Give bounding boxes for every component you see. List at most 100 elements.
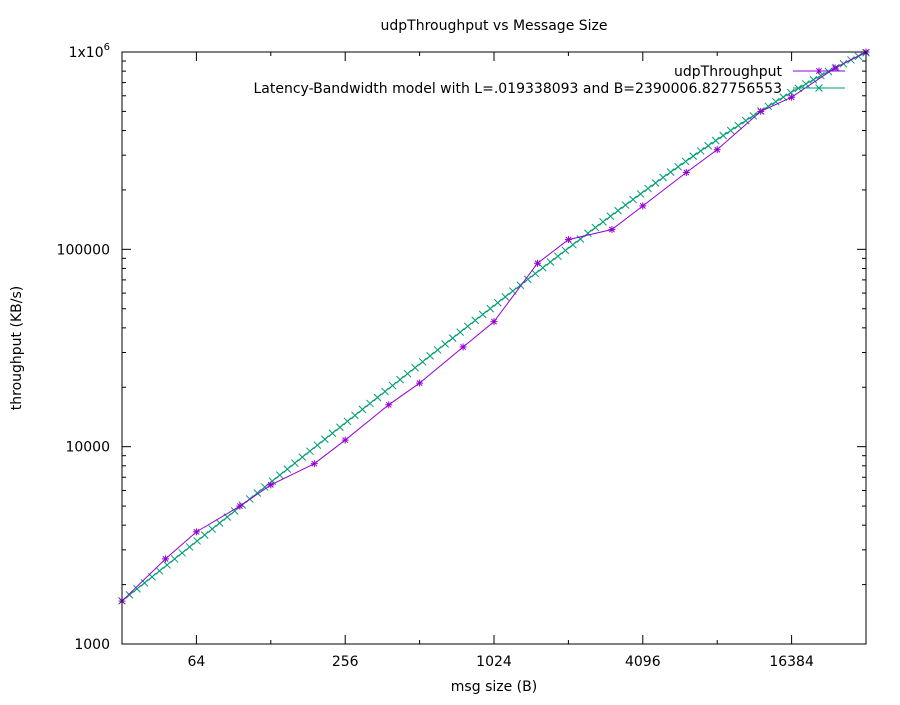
data-point: [125, 591, 134, 599]
data-point: [501, 293, 510, 301]
data-point: [704, 141, 713, 150]
data-point: [381, 387, 389, 396]
data-point: [230, 507, 239, 515]
data-point: [155, 567, 164, 575]
data-point: [636, 190, 645, 198]
data-point: [306, 447, 314, 456]
data-point: [771, 97, 780, 106]
data-point: [639, 202, 647, 210]
data-point: [564, 236, 572, 244]
data-point: [538, 263, 547, 272]
data-point: [283, 465, 292, 473]
data-point: [313, 441, 322, 450]
data-point: [321, 435, 329, 444]
data-point: [290, 459, 299, 467]
data-point: [711, 136, 720, 145]
axis-ticks: 64 256 1024 4096 16384 1000 10000 100000 1x106: [57, 42, 867, 670]
data-point: [170, 555, 179, 563]
data-point: [561, 246, 570, 255]
legend-label: Latency-Bandwidth model with L=.01933809…: [253, 81, 782, 97]
y-tick-label: 1x106: [69, 42, 110, 61]
data-point: [591, 223, 600, 232]
data-point: [493, 298, 502, 307]
data-point: [757, 107, 765, 115]
data-point: [534, 259, 542, 267]
data-point: [713, 146, 721, 154]
data-point: [788, 93, 796, 101]
legend-label: udpThroughput: [674, 64, 782, 80]
data-point: [310, 460, 318, 468]
data-point: [448, 334, 457, 342]
data-point: [267, 481, 275, 489]
x-axis-label: msg size (B): [451, 679, 537, 695]
x-tick-label: 64: [187, 654, 205, 670]
data-point: [486, 304, 495, 313]
data-point: [644, 184, 652, 193]
data-point: [343, 417, 352, 426]
data-point: [236, 502, 244, 510]
data-point: [651, 179, 660, 187]
data-point: [456, 328, 465, 337]
data-point: [459, 343, 467, 351]
data-point: [328, 429, 337, 438]
data-point: [418, 357, 427, 366]
data-point: [192, 528, 200, 536]
y-tick-label: 100000: [57, 242, 110, 258]
x-tick-label: 16384: [769, 654, 814, 670]
data-point: [416, 379, 424, 387]
series-0: [118, 48, 870, 605]
data-point: [621, 201, 630, 209]
data-point: [163, 561, 171, 569]
data-point: [140, 579, 149, 587]
data-point: [608, 226, 616, 234]
data-point: [471, 316, 480, 325]
data-point: [185, 543, 194, 551]
data-point: [666, 168, 675, 176]
data-point: [681, 157, 690, 166]
legend-marker: [815, 84, 823, 92]
data-point: [546, 258, 555, 266]
data-point: [734, 121, 743, 130]
data-point: [433, 346, 442, 354]
data-point: [388, 381, 397, 390]
data-point: [208, 525, 217, 533]
data-point: [215, 519, 224, 527]
y-tick-label: 10000: [65, 440, 110, 456]
series-layer: [118, 48, 870, 605]
data-point: [554, 252, 562, 261]
chart-title: udpThroughput vs Message Size: [381, 18, 608, 34]
plot-area-frame: [121, 51, 867, 645]
data-point: [606, 212, 615, 221]
data-point: [659, 173, 667, 182]
data-point: [200, 531, 209, 539]
data-point: [298, 453, 307, 461]
data-point: [749, 111, 758, 120]
data-point: [696, 147, 705, 155]
data-point: [366, 399, 374, 408]
data-point: [478, 310, 487, 319]
data-point: [441, 340, 450, 348]
data-point: [411, 363, 419, 372]
data-point: [629, 195, 637, 204]
y-tick-label-exponent: 6: [104, 42, 110, 53]
data-point: [463, 322, 472, 331]
data-point: [523, 275, 532, 284]
data-point: [193, 537, 202, 545]
data-point: [373, 393, 382, 402]
data-point: [490, 318, 498, 326]
data-point: [133, 585, 141, 593]
data-point: [674, 162, 682, 171]
data-point: [260, 483, 269, 491]
data-point: [831, 64, 839, 72]
data-point: [178, 549, 186, 557]
data-point: [385, 401, 393, 409]
data-point: [336, 423, 344, 432]
y-axis-label: throughput (KB/s): [9, 286, 25, 410]
data-point: [396, 375, 404, 384]
data-point: [682, 169, 690, 177]
data-point: [358, 405, 367, 414]
data-point: [162, 555, 170, 563]
